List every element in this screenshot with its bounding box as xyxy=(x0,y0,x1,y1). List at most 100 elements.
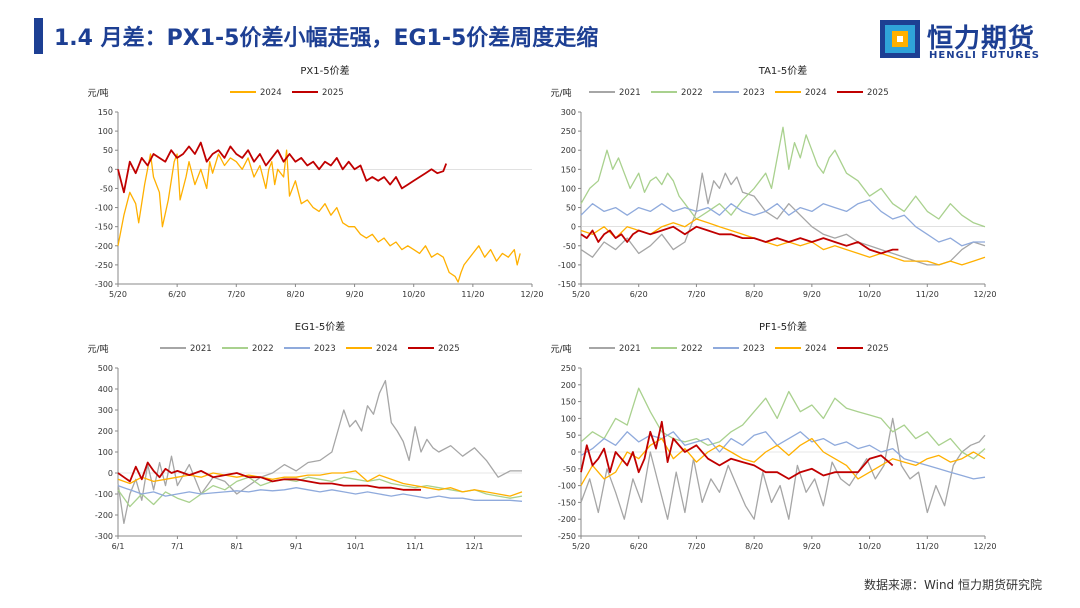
series-line-2024 xyxy=(117,470,523,497)
x-tick-label: 7/20 xyxy=(687,290,705,299)
data-source-note: 数据来源：Wind 恒力期货研究院 xyxy=(864,578,1042,592)
series-line-2023 xyxy=(580,431,986,480)
y-tick-label: 300 xyxy=(98,406,113,415)
y-tick-label: -50 xyxy=(563,242,576,251)
legend-label-2024: 2024 xyxy=(260,88,282,98)
x-tick-label: 10/1 xyxy=(347,542,365,551)
legend-label-2021: 2021 xyxy=(619,344,641,354)
series-line-2024 xyxy=(580,218,986,266)
logo-text-cn: 恒力期货 xyxy=(927,24,1036,54)
y-tick-label: 0 xyxy=(108,165,113,174)
y-tick-label: 200 xyxy=(561,381,576,390)
y-tick-label: -100 xyxy=(558,482,576,491)
series-line-2022 xyxy=(580,126,986,228)
y-tick-label: 0 xyxy=(571,448,576,457)
y-tick-label: -100 xyxy=(95,490,113,499)
series-line-2021 xyxy=(580,417,986,520)
x-tick-label: 12/20 xyxy=(973,290,996,299)
series-line-2022 xyxy=(580,387,986,460)
logo-icon xyxy=(880,20,920,58)
series-line-2023 xyxy=(580,199,985,247)
series-line-2021 xyxy=(580,172,986,266)
x-tick-label: 8/20 xyxy=(286,290,304,299)
x-tick-label: 10/20 xyxy=(402,290,425,299)
x-tick-label: 11/1 xyxy=(406,542,424,551)
x-tick-label: 6/1 xyxy=(112,542,125,551)
y-tick-label: 150 xyxy=(561,165,576,174)
x-tick-label: 7/20 xyxy=(687,542,705,551)
y-tick-label: 500 xyxy=(98,364,113,373)
y-tick-label: 200 xyxy=(561,146,576,155)
x-tick-label: 5/20 xyxy=(109,290,127,299)
y-axis-unit: 元/吨 xyxy=(550,343,571,355)
x-tick-label: 10/20 xyxy=(858,290,881,299)
y-tick-label: 100 xyxy=(98,127,113,136)
y-tick-label: 50 xyxy=(566,204,576,213)
y-tick-label: 400 xyxy=(98,385,113,394)
legend-label-2025: 2025 xyxy=(322,88,344,98)
x-tick-label: 11/20 xyxy=(916,542,939,551)
y-tick-label: 300 xyxy=(561,108,576,117)
y-tick-label: -300 xyxy=(95,280,113,289)
y-tick-label: -300 xyxy=(95,532,113,541)
x-tick-label: 9/1 xyxy=(290,542,303,551)
y-tick-label: 50 xyxy=(103,146,113,155)
x-tick-label: 12/20 xyxy=(520,290,543,299)
series-line-2025 xyxy=(580,225,899,255)
legend-label-2025: 2025 xyxy=(867,344,889,354)
y-tick-label: -150 xyxy=(95,223,113,232)
y-tick-label: 250 xyxy=(561,127,576,136)
x-tick-label: 8/20 xyxy=(745,542,763,551)
legend-label-2025: 2025 xyxy=(867,88,889,98)
legend-label-2023: 2023 xyxy=(743,344,765,354)
series-line-2023 xyxy=(117,484,523,502)
x-tick-label: 11/20 xyxy=(916,290,939,299)
x-tick-label: 7/20 xyxy=(227,290,245,299)
series-line-2025 xyxy=(117,141,448,194)
title-accent-bar xyxy=(34,18,43,54)
x-tick-label: 5/20 xyxy=(572,542,590,551)
legend-label-2022: 2022 xyxy=(681,88,703,98)
y-tick-label: -200 xyxy=(95,242,113,251)
y-tick-label: -150 xyxy=(558,498,576,507)
chart-title: PF1-5价差 xyxy=(759,320,807,333)
legend-label-2024: 2024 xyxy=(805,88,827,98)
y-tick-label: 200 xyxy=(98,427,113,436)
y-tick-label: -200 xyxy=(95,511,113,520)
chart-title: TA1-5价差 xyxy=(758,64,808,77)
y-tick-label: 150 xyxy=(98,108,113,117)
legend-label-2021: 2021 xyxy=(619,88,641,98)
x-tick-label: 9/20 xyxy=(346,290,364,299)
legend-label-2025: 2025 xyxy=(438,344,460,354)
x-tick-label: 9/20 xyxy=(803,290,821,299)
y-tick-label: -200 xyxy=(558,515,576,524)
legend-label-2022: 2022 xyxy=(681,344,703,354)
logo-text-en: HENGLI FUTURES xyxy=(929,50,1040,61)
y-tick-label: -100 xyxy=(558,261,576,270)
series-line-2024 xyxy=(117,149,521,283)
y-tick-label: 100 xyxy=(561,184,576,193)
legend-label-2024: 2024 xyxy=(376,344,398,354)
series-line-2022 xyxy=(117,476,523,508)
chart-title: EG1-5价差 xyxy=(295,320,345,333)
y-tick-label: 0 xyxy=(571,223,576,232)
y-tick-label: 100 xyxy=(561,414,576,423)
legend-label-2024: 2024 xyxy=(805,344,827,354)
series-line-2024 xyxy=(580,437,986,486)
legend-label-2023: 2023 xyxy=(314,344,336,354)
y-tick-label: 0 xyxy=(108,469,113,478)
page-title: 1.4 月差：PX1-5价差小幅走强，EG1-5价差周度走缩 xyxy=(54,26,599,51)
x-tick-label: 5/20 xyxy=(572,290,590,299)
series-line-2021 xyxy=(117,379,522,525)
x-tick-label: 8/20 xyxy=(745,290,763,299)
y-axis-unit: 元/吨 xyxy=(87,343,108,355)
y-tick-label: -250 xyxy=(95,261,113,270)
x-tick-label: 12/20 xyxy=(973,542,996,551)
x-tick-label: 9/20 xyxy=(803,542,821,551)
company-logo: 恒力期货 HENGLI FUTURES xyxy=(880,20,1060,64)
x-tick-label: 11/20 xyxy=(461,290,484,299)
chart-title: PX1-5价差 xyxy=(300,64,349,77)
